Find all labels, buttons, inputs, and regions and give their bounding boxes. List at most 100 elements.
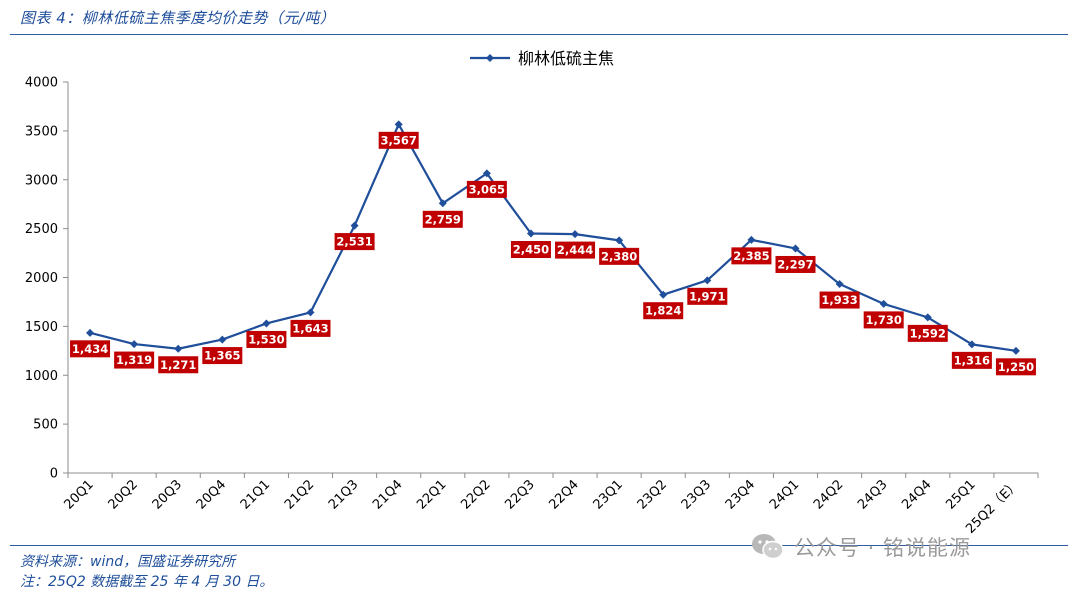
data-point-marker (482, 169, 491, 178)
x-tick-label: 22Q2 (458, 477, 493, 512)
data-point-marker (350, 221, 359, 230)
data-label-box (907, 324, 948, 342)
data-point-marker (791, 244, 800, 253)
x-tick-label: 25Q1 (943, 477, 978, 512)
data-label-box (114, 351, 155, 369)
top-rule (10, 34, 1068, 35)
x-tick-label: 24Q3 (855, 477, 890, 512)
y-tick-label: 3000 (25, 173, 58, 188)
y-tick-label: 1500 (25, 320, 58, 335)
data-point-marker (703, 276, 712, 285)
data-label: 2,297 (777, 257, 813, 271)
x-tick-label: 21Q3 (326, 477, 361, 512)
watermark-text: 公众号 · 铭说能源 (794, 536, 972, 560)
data-label: 1,434 (72, 342, 108, 356)
x-tick-label: 20Q2 (106, 477, 141, 512)
source-note: 资料来源：wind，国盛证券研究所 (20, 554, 236, 570)
data-point-marker (1011, 346, 1020, 355)
data-point-marker (438, 199, 447, 208)
data-point-marker (394, 120, 403, 129)
data-point-marker (571, 230, 580, 239)
y-tick-label: 3500 (25, 124, 58, 139)
data-point-marker (835, 280, 844, 289)
data-label: 1,365 (204, 349, 240, 363)
x-tick-label: 22Q1 (414, 477, 449, 512)
data-label-box (246, 330, 287, 348)
data-label-box (378, 131, 419, 149)
data-point-marker (879, 299, 888, 308)
data-label-box (510, 241, 551, 259)
x-tick-label: 23Q4 (723, 477, 758, 512)
data-point-marker (174, 344, 183, 353)
x-tick-label: 23Q3 (679, 477, 714, 512)
figure-title: 图表 4：柳林低硫主焦季度均价走势（元/吨） (20, 9, 336, 27)
data-label-box (819, 291, 860, 309)
data-label-box (599, 247, 640, 265)
x-tick-label: 20Q1 (61, 477, 96, 512)
x-tick-label: 24Q4 (899, 477, 934, 512)
y-tick-label: 4000 (25, 76, 58, 91)
data-point-marker (306, 308, 315, 317)
data-point-marker (526, 229, 535, 238)
x-tick-label: 23Q2 (635, 477, 670, 512)
data-point-marker (262, 319, 271, 328)
data-label-box (202, 347, 243, 365)
data-label: 2,380 (601, 249, 637, 263)
data-point-marker (615, 236, 624, 245)
data-point-marker (967, 340, 976, 349)
data-label-box (466, 180, 507, 198)
y-tick-label: 2500 (25, 222, 58, 237)
data-point-marker (218, 335, 227, 344)
data-label: 1,971 (689, 289, 725, 303)
x-tick-label: 22Q3 (502, 477, 537, 512)
series-line-group (89, 123, 1017, 352)
data-point-marker (923, 313, 932, 322)
data-label: 1,316 (954, 353, 990, 367)
y-tick-label: 1000 (25, 369, 58, 384)
data-label: 2,450 (513, 243, 549, 257)
data-point-marker (86, 328, 95, 337)
legend-marker (486, 54, 494, 62)
footnote: 注：25Q2 数据截至 25 年 4 月 30 日。 (20, 574, 274, 590)
data-label-box (555, 241, 596, 259)
data-label: 1,319 (116, 353, 152, 367)
y-tick-label: 2000 (25, 271, 58, 286)
y-tick-label: 500 (33, 418, 58, 433)
x-tick-label: 20Q4 (194, 477, 229, 512)
x-tick-label: 21Q4 (370, 477, 405, 512)
data-label-box (422, 210, 463, 228)
watermark: 公众号 · 铭说能源 (750, 532, 971, 562)
data-label-box (731, 247, 772, 265)
series-line (89, 123, 1017, 352)
x-tick-label: 23Q1 (591, 477, 626, 512)
data-label: 2,444 (557, 243, 593, 257)
data-label: 2,759 (425, 212, 461, 226)
chart-axes: 0 500 1000 1500 2000 2500 3000 3500 4000 20Q1 20Q2… (25, 76, 1039, 537)
y-tick-label: 0 (50, 467, 58, 482)
data-label-box (863, 311, 904, 329)
data-label: 2,531 (336, 235, 372, 249)
data-point-marker (747, 235, 756, 244)
data-label-box (70, 340, 111, 358)
data-label-box (687, 287, 728, 305)
data-label-box (951, 351, 992, 369)
line-chart: 0 500 1000 1500 2000 2500 3000 3500 4000 20Q1 20Q2… (25, 49, 1039, 537)
legend: 柳林低硫主焦 (470, 49, 614, 68)
x-tick-label: 22Q4 (546, 477, 581, 512)
data-label: 2,385 (733, 249, 769, 263)
bottom-rule (10, 545, 1068, 546)
data-label-box (775, 255, 816, 273)
data-label: 1,824 (645, 304, 681, 318)
data-label: 3,567 (380, 133, 416, 147)
wechat-icon (752, 534, 784, 560)
data-label: 3,065 (469, 182, 505, 196)
data-label-box (334, 233, 375, 251)
data-label-box (290, 319, 331, 337)
legend-label: 柳林低硫主焦 (518, 49, 614, 68)
data-label: 1,250 (998, 360, 1034, 374)
data-label-box (995, 358, 1036, 376)
data-label-group: 1,434 1,319 1,271 1,365 1,530 1,643 2,531 3,567… (70, 131, 1036, 376)
data-label-box (158, 356, 199, 374)
data-label: 1,592 (910, 326, 946, 340)
data-label: 1,643 (292, 321, 328, 335)
